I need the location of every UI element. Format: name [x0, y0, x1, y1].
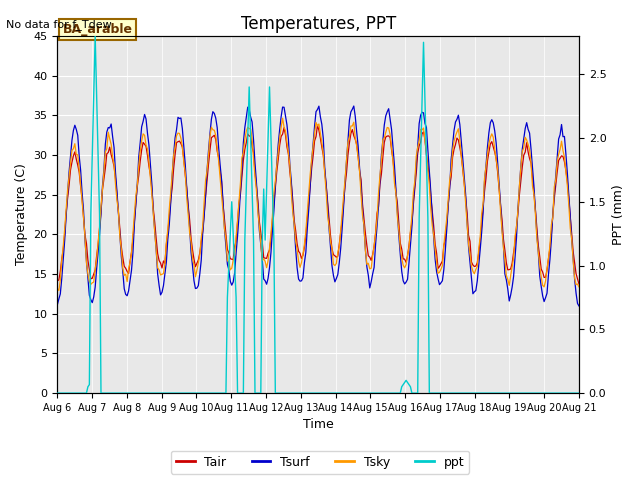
- Legend: Tair, Tsurf, Tsky, ppt: Tair, Tsurf, Tsky, ppt: [171, 451, 469, 474]
- Y-axis label: Temperature (C): Temperature (C): [15, 164, 28, 265]
- X-axis label: Time: Time: [303, 419, 333, 432]
- Text: BA_arable: BA_arable: [63, 23, 132, 36]
- Y-axis label: PPT (mm): PPT (mm): [612, 184, 625, 245]
- Text: No data for f_Tdew: No data for f_Tdew: [6, 19, 112, 30]
- Title: Temperatures, PPT: Temperatures, PPT: [241, 15, 396, 33]
